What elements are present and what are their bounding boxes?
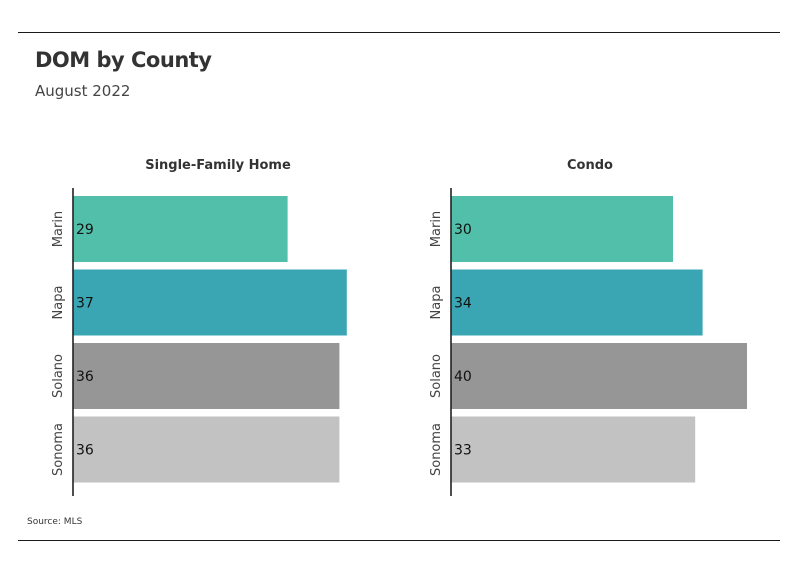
bar-napa xyxy=(73,269,347,336)
category-label-solano: Solano xyxy=(51,354,66,398)
value-label-sonoma: 36 xyxy=(76,443,94,459)
bar-napa xyxy=(451,269,703,336)
bottom-rule xyxy=(18,540,780,541)
condo-bar-chart: 30 Marin 34 Napa 40 Solano 33 Sonoma xyxy=(429,188,747,496)
top-rule xyxy=(18,32,780,33)
value-label-marin: 29 xyxy=(76,222,94,238)
category-label-sonoma: Sonoma xyxy=(51,423,66,476)
value-label-solano: 40 xyxy=(454,369,472,385)
value-label-napa: 37 xyxy=(76,296,94,312)
panel-title-single-family: Single-Family Home xyxy=(145,158,291,173)
chart-title: DOM by County xyxy=(35,48,212,72)
single-family-bar-chart: 29 Marin 37 Napa 36 Solano 36 Sonoma xyxy=(51,188,347,496)
category-label-solano: Solano xyxy=(429,354,444,398)
chart-subtitle: August 2022 xyxy=(35,82,131,100)
value-label-marin: 30 xyxy=(454,222,472,238)
source-note: Source: MLS xyxy=(27,517,83,527)
bar-marin xyxy=(451,196,673,262)
value-label-sonoma: 33 xyxy=(454,443,472,459)
bar-solano xyxy=(73,343,340,409)
bar-sonoma xyxy=(73,416,340,483)
panel-title-condo: Condo xyxy=(567,158,613,173)
category-label-napa: Napa xyxy=(51,286,66,320)
category-label-marin: Marin xyxy=(51,211,66,247)
bar-solano xyxy=(451,343,747,409)
value-label-solano: 36 xyxy=(76,369,94,385)
category-label-sonoma: Sonoma xyxy=(429,423,444,476)
category-label-marin: Marin xyxy=(429,211,444,247)
category-label-napa: Napa xyxy=(429,286,444,320)
value-label-napa: 34 xyxy=(454,296,472,312)
bar-sonoma xyxy=(451,416,696,483)
bar-marin xyxy=(73,196,288,262)
